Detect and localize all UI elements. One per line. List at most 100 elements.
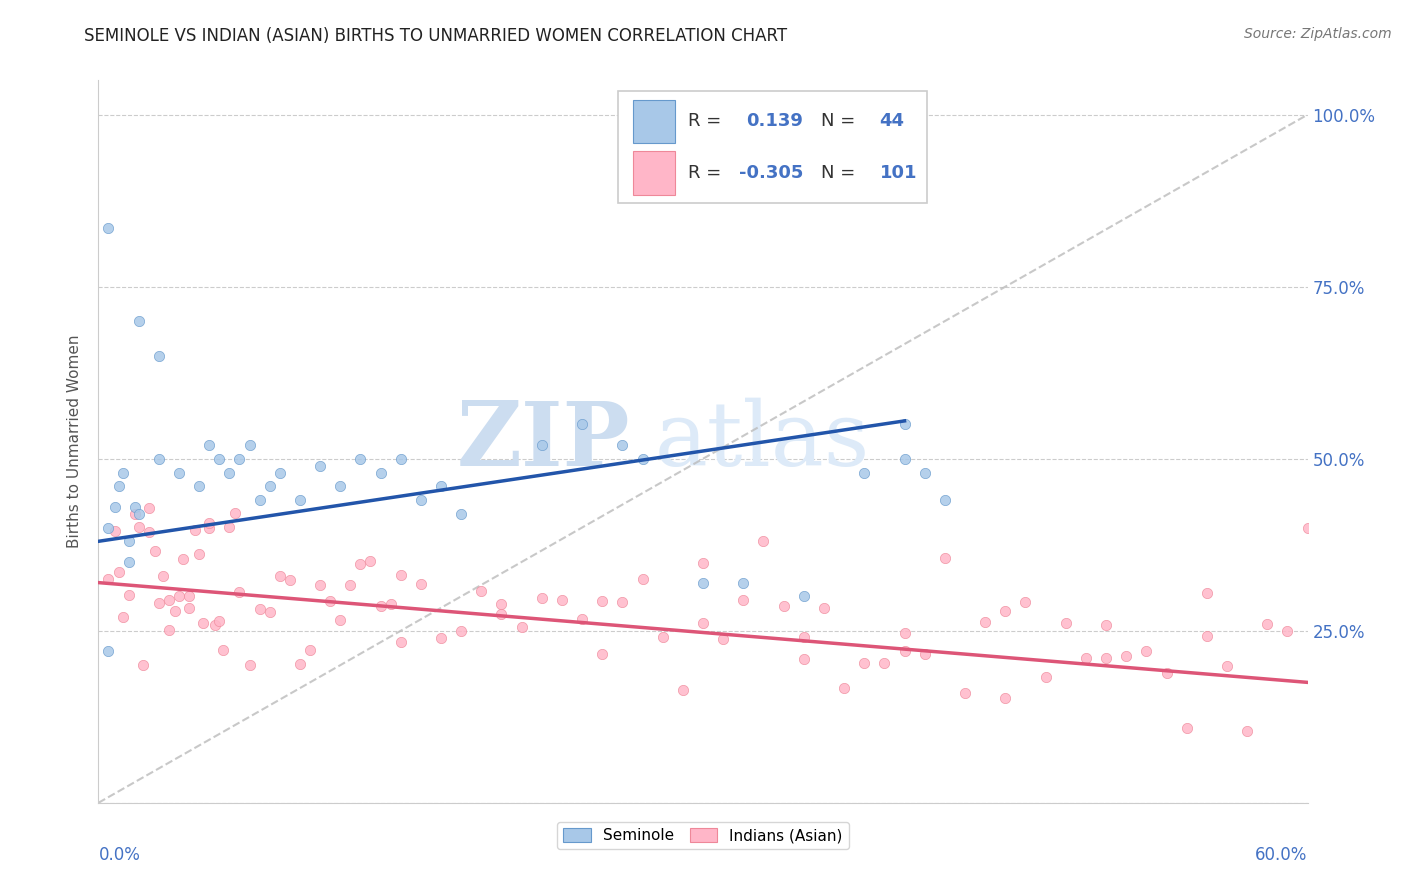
Point	[692, 556, 714, 570]
Point	[249, 602, 271, 616]
Point	[239, 657, 262, 672]
Point	[389, 568, 412, 582]
Point	[163, 604, 186, 618]
Point	[97, 572, 120, 586]
Point	[551, 592, 574, 607]
Point	[893, 625, 915, 640]
Point	[873, 656, 896, 670]
Point	[103, 500, 125, 514]
Point	[1156, 665, 1178, 680]
Y-axis label: Births to Unmarried Women: Births to Unmarried Women	[67, 334, 83, 549]
Point	[118, 555, 141, 569]
Point	[224, 506, 246, 520]
Point	[793, 652, 815, 666]
Point	[370, 466, 392, 480]
Text: 0.139: 0.139	[747, 112, 803, 130]
Point	[409, 577, 432, 591]
Point	[288, 493, 311, 508]
Legend: Seminole, Indians (Asian): Seminole, Indians (Asian)	[557, 822, 849, 849]
Point	[208, 451, 231, 466]
Point	[97, 221, 120, 235]
Point	[157, 592, 180, 607]
Point	[612, 595, 634, 609]
Point	[349, 557, 371, 571]
Point	[152, 569, 174, 583]
Point	[124, 507, 146, 521]
Point	[953, 685, 976, 699]
Point	[733, 575, 755, 590]
Bar	[633, 100, 675, 143]
Point	[711, 632, 734, 647]
Point	[329, 613, 352, 627]
Point	[934, 493, 956, 508]
Point	[138, 524, 160, 539]
Point	[128, 314, 150, 328]
Point	[118, 534, 141, 549]
Point	[228, 451, 250, 466]
Point	[612, 438, 634, 452]
Point	[179, 601, 201, 615]
Point	[218, 466, 240, 480]
Point	[813, 601, 835, 615]
Point	[994, 605, 1017, 619]
Point	[259, 479, 281, 493]
Point	[179, 589, 201, 603]
Point	[132, 658, 155, 673]
Point	[893, 451, 915, 466]
Text: -0.305: -0.305	[740, 164, 804, 182]
Point	[184, 523, 207, 537]
Point	[994, 691, 1017, 706]
Point	[143, 544, 166, 558]
Text: R =: R =	[689, 164, 727, 182]
Point	[198, 516, 221, 530]
Point	[1216, 659, 1239, 673]
Point	[111, 466, 134, 480]
Point	[259, 605, 281, 619]
Point	[672, 683, 695, 698]
Point	[208, 615, 231, 629]
Point	[510, 620, 533, 634]
Point	[172, 551, 194, 566]
Point	[269, 569, 291, 583]
Point	[772, 599, 794, 613]
Point	[389, 634, 412, 648]
Point	[1095, 617, 1118, 632]
Point	[299, 642, 322, 657]
Text: 0.0%: 0.0%	[98, 847, 141, 864]
Point	[103, 524, 125, 538]
Point	[430, 631, 453, 645]
Point	[571, 612, 593, 626]
Point	[934, 551, 956, 566]
Point	[733, 593, 755, 607]
Point	[1035, 670, 1057, 684]
Point	[278, 574, 301, 588]
Point	[1074, 651, 1097, 665]
Point	[198, 520, 221, 534]
Point	[631, 451, 654, 466]
Point	[239, 438, 262, 452]
Point	[631, 572, 654, 586]
Point	[893, 643, 915, 657]
Point	[329, 479, 352, 493]
Point	[193, 615, 215, 630]
Point	[470, 584, 492, 599]
Point	[853, 656, 876, 670]
Point	[349, 451, 371, 466]
Point	[450, 624, 472, 639]
Point	[1115, 648, 1137, 663]
Point	[157, 624, 180, 638]
Text: N =: N =	[821, 112, 862, 130]
Point	[380, 597, 402, 611]
Point	[107, 479, 129, 493]
Point	[269, 466, 291, 480]
Point	[491, 598, 513, 612]
Point	[1054, 616, 1077, 631]
Point	[128, 519, 150, 533]
Point	[309, 578, 332, 592]
Point	[1277, 624, 1299, 638]
Point	[793, 630, 815, 644]
Point	[118, 588, 141, 602]
Point	[148, 596, 170, 610]
Point	[249, 493, 271, 508]
Point	[491, 607, 513, 621]
